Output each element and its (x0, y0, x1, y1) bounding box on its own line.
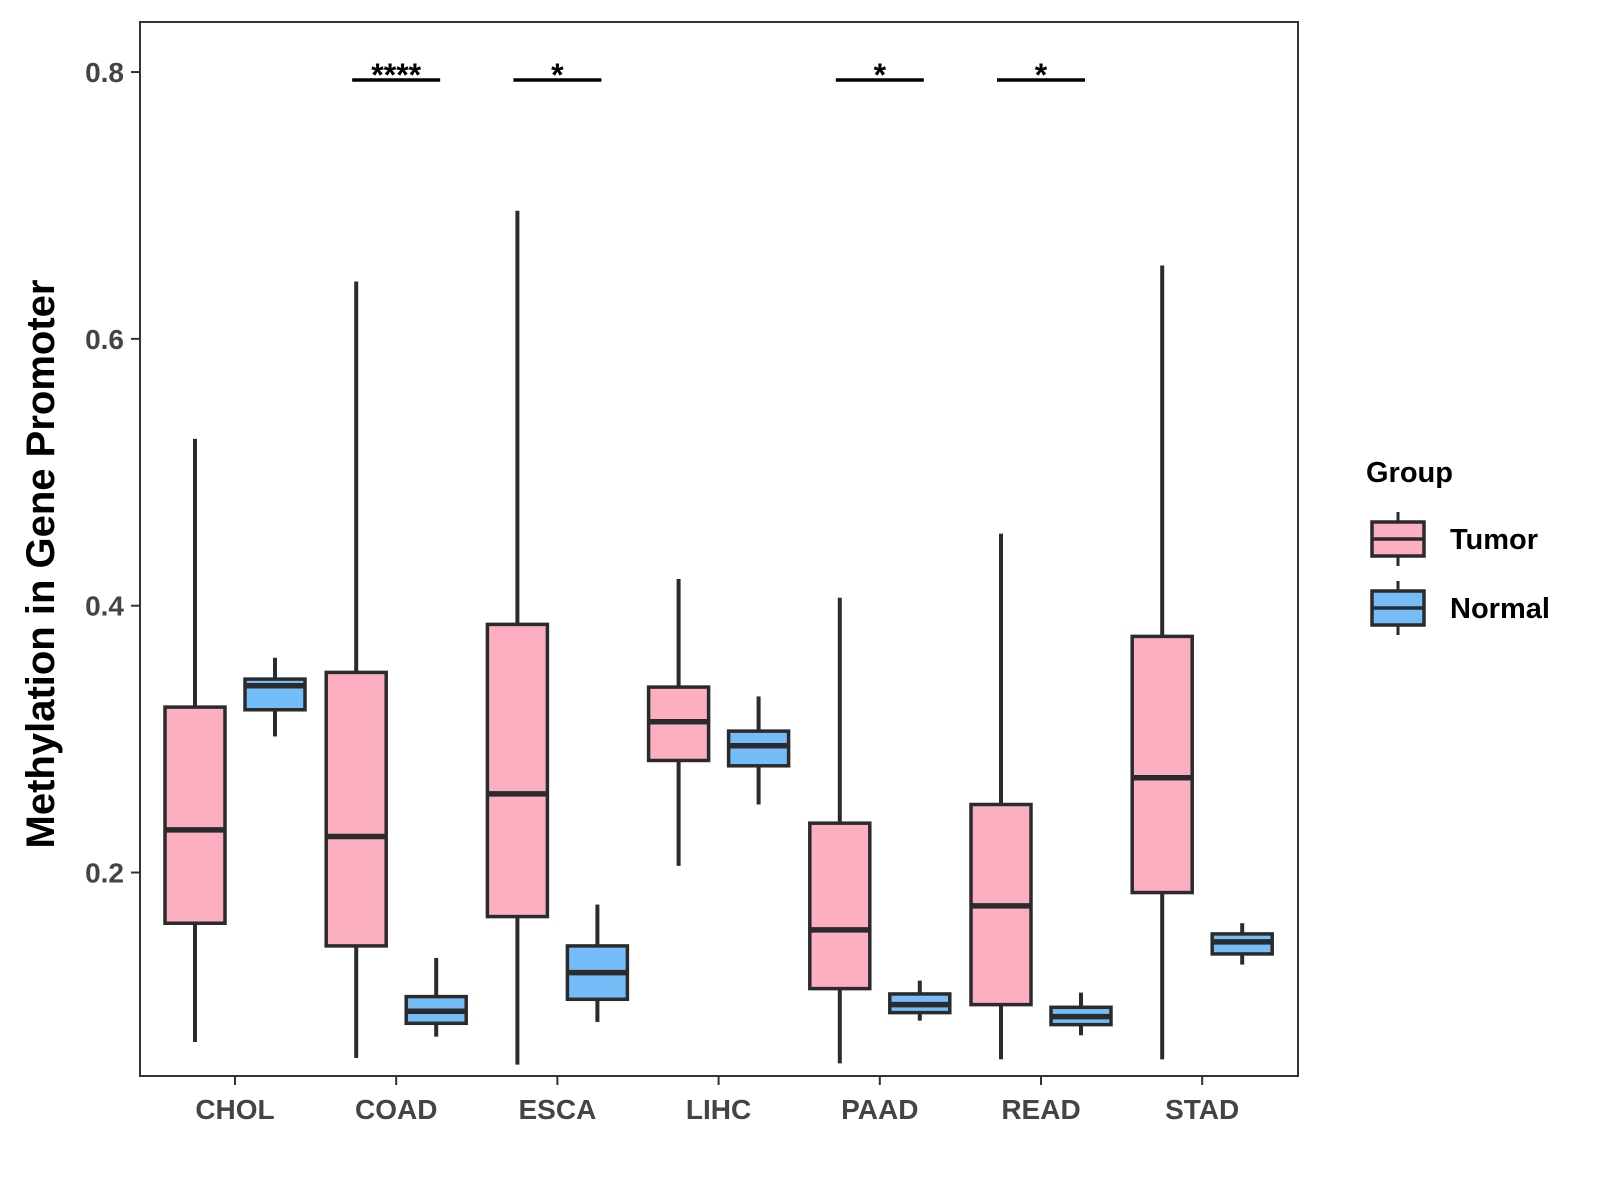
y-tick-label: 0.2 (85, 858, 124, 889)
box-normal-esca (565, 904, 630, 1022)
x-axis: CHOL COAD ESCA LIHC PAAD READ STAD (195, 1076, 1239, 1125)
x-tick-label-esca: ESCA (519, 1094, 597, 1125)
box-iqr (808, 821, 872, 991)
legend-label-normal: Normal (1450, 593, 1550, 625)
legend-label-tumor: Tumor (1450, 524, 1538, 556)
box-tumor-lihc (646, 579, 711, 866)
box-tumor-paad (808, 597, 872, 1064)
x-tick-label-coad: COAD (355, 1094, 437, 1125)
box-normal-paad (888, 980, 952, 1021)
x-tick-label-read: READ (1001, 1094, 1080, 1125)
box-tumor-chol (163, 438, 227, 1042)
box-normal-stad (1210, 923, 1274, 965)
significance-label-read: * (1035, 57, 1048, 93)
legend-key-tumor (1370, 512, 1426, 566)
box-tumor-coad (324, 281, 388, 1058)
box-iqr (1130, 634, 1194, 895)
significance-layer: **** * * * (352, 57, 1085, 93)
significance-label-paad: * (874, 57, 887, 93)
x-tick-label-chol: CHOL (195, 1094, 274, 1125)
legend-title: Group (1366, 457, 1453, 489)
box-tumor-esca (485, 210, 550, 1065)
box-iqr (163, 705, 227, 925)
x-tick-label-paad: PAAD (841, 1094, 918, 1125)
y-axis: 0.2 0.4 0.6 0.8 (85, 57, 140, 889)
box-iqr (324, 670, 388, 948)
boxes-layer (163, 210, 1274, 1065)
y-tick-label: 0.4 (85, 591, 124, 622)
x-tick-label-stad: STAD (1165, 1094, 1239, 1125)
significance-label-coad: **** (371, 57, 421, 93)
box-normal-read (1049, 992, 1113, 1036)
box-normal-coad (404, 957, 468, 1037)
legend-key-normal (1370, 581, 1426, 635)
legend: Group Tumor Normal (1366, 457, 1550, 635)
y-tick-label: 0.8 (85, 57, 124, 88)
y-axis-title: Methylation in Gene Promoter (19, 280, 63, 849)
significance-label-esca: * (551, 57, 564, 93)
x-tick-label-lihc: LIHC (686, 1094, 751, 1125)
box-tumor-stad (1130, 265, 1194, 1060)
box-tumor-read (969, 533, 1033, 1060)
box-iqr (485, 622, 550, 919)
y-tick-label: 0.6 (85, 324, 124, 355)
box-normal-lihc (726, 696, 791, 805)
box-normal-chol (243, 657, 307, 737)
